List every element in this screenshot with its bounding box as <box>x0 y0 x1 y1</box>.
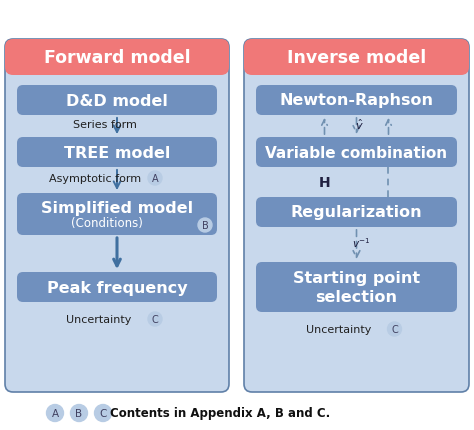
FancyBboxPatch shape <box>17 86 217 116</box>
Text: Asymptotic form: Asymptotic form <box>49 174 141 184</box>
Text: Uncertainty: Uncertainty <box>306 324 371 334</box>
Text: Uncertainty: Uncertainty <box>66 314 132 324</box>
FancyBboxPatch shape <box>256 197 457 227</box>
Text: H: H <box>319 175 330 190</box>
Circle shape <box>198 218 212 233</box>
Text: Forward model: Forward model <box>44 49 191 67</box>
Text: A: A <box>152 174 158 184</box>
Text: Contents in Appendix A, B and C.: Contents in Appendix A, B and C. <box>110 406 330 420</box>
Text: Variable combination: Variable combination <box>265 145 447 160</box>
Circle shape <box>94 405 111 421</box>
FancyBboxPatch shape <box>256 262 457 312</box>
Text: $\hat{v}$: $\hat{v}$ <box>355 117 364 132</box>
FancyBboxPatch shape <box>5 40 229 76</box>
Text: Simplified model: Simplified model <box>41 200 193 215</box>
FancyBboxPatch shape <box>17 194 217 236</box>
Text: Series form: Series form <box>73 120 137 130</box>
Circle shape <box>71 405 88 421</box>
Text: C: C <box>391 324 398 334</box>
Circle shape <box>148 172 162 186</box>
Text: A: A <box>52 408 59 418</box>
Circle shape <box>46 405 64 421</box>
Circle shape <box>148 312 162 326</box>
FancyBboxPatch shape <box>17 272 217 302</box>
Text: (Conditions): (Conditions) <box>71 216 143 229</box>
FancyBboxPatch shape <box>5 40 229 392</box>
Text: B: B <box>201 221 209 230</box>
FancyBboxPatch shape <box>244 40 469 76</box>
Text: B: B <box>75 408 82 418</box>
Text: Newton-Raphson: Newton-Raphson <box>280 93 434 108</box>
Text: selection: selection <box>316 289 398 304</box>
Text: Regularization: Regularization <box>291 205 422 220</box>
Text: $v^{-1}$: $v^{-1}$ <box>352 236 371 250</box>
Text: D&D model: D&D model <box>66 93 168 108</box>
Text: C: C <box>100 408 107 418</box>
Text: C: C <box>152 314 158 324</box>
FancyBboxPatch shape <box>256 138 457 168</box>
Text: Starting point: Starting point <box>293 271 420 286</box>
Text: TREE model: TREE model <box>64 145 170 160</box>
FancyBboxPatch shape <box>244 40 469 392</box>
Text: Inverse model: Inverse model <box>287 49 426 67</box>
FancyBboxPatch shape <box>256 86 457 116</box>
Text: Peak frequency: Peak frequency <box>46 280 187 295</box>
Circle shape <box>388 322 401 336</box>
FancyBboxPatch shape <box>17 138 217 168</box>
